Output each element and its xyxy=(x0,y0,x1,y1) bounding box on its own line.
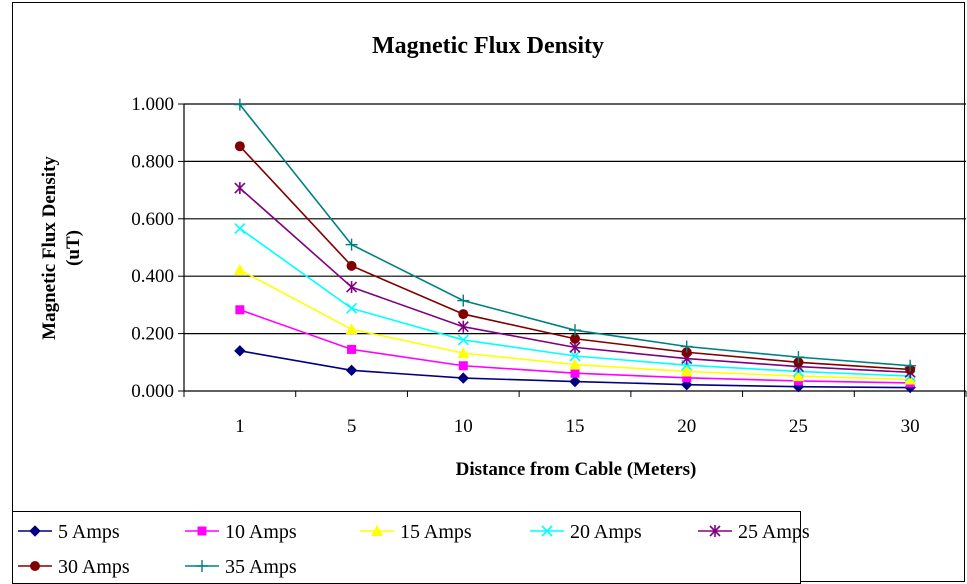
data-point-10-amps-20 xyxy=(682,373,692,383)
data-point-15-amps-20 xyxy=(680,365,693,377)
data-point-20-amps-15-b xyxy=(569,350,581,362)
legend: 5 Amps 10 Amps 15 Amps 20 Amps 25 Amps 30 Amp… xyxy=(12,511,810,584)
data-point-10-amps-1 xyxy=(235,305,245,315)
legend-label-35-amps: 35 Amps xyxy=(225,556,297,578)
legend-item-5-amps: 5 Amps xyxy=(18,521,120,543)
legend-label-5-amps: 5 Amps xyxy=(58,521,120,543)
data-point-20-amps-10 xyxy=(457,334,469,346)
data-point-20-amps-15 xyxy=(569,350,581,362)
legend-item-35-amps: 35 Amps xyxy=(185,556,297,578)
data-point-35-amps-15 xyxy=(569,324,581,337)
y-tick-label-1.000: 1.000 xyxy=(131,94,174,115)
y-tick-label-0.800: 0.800 xyxy=(131,151,174,172)
legend-marker-20-amps xyxy=(541,525,553,537)
y-axis-title-line2: (uT) xyxy=(63,230,84,266)
data-point-10-amps-15 xyxy=(570,368,580,378)
data-point-10-amps-10 xyxy=(458,361,468,371)
legend-item-15-amps: 15 Amps xyxy=(360,521,472,543)
y-tick-label-0.200: 0.200 xyxy=(131,324,174,345)
data-point-35-amps-1 xyxy=(233,98,246,111)
legend-label-15-amps: 15 Amps xyxy=(400,521,472,543)
data-point-5-amps-10 xyxy=(457,372,469,384)
legend-marker-5-amps xyxy=(29,525,41,537)
x-tick-label-20: 20 xyxy=(677,416,696,437)
series-30-amps xyxy=(234,141,916,375)
data-point-15-amps-15 xyxy=(569,358,581,370)
data-point-35-amps-20 xyxy=(680,340,693,353)
data-point-25-amps-10 xyxy=(457,320,469,333)
x-tick-label-25: 25 xyxy=(789,416,808,437)
legend-marker-30-amps xyxy=(30,561,40,571)
data-point-30-amps-10 xyxy=(458,309,469,320)
data-point-20-amps-1 xyxy=(234,222,246,235)
x-tick-label-5: 5 xyxy=(347,416,357,437)
legend-item-25-amps: 25 Amps xyxy=(698,521,810,543)
data-point-15-amps-10 xyxy=(457,347,470,359)
data-point-10-amps-5 xyxy=(347,344,357,354)
data-point-15-amps-1 xyxy=(233,263,246,275)
data-point-35-amps-10 xyxy=(457,294,470,307)
data-point-20-amps-5 xyxy=(346,302,358,314)
data-point-15-amps-30 xyxy=(904,373,917,385)
data-point-35-amps-30 xyxy=(904,359,917,372)
x-tick-label-15: 15 xyxy=(566,416,585,437)
series-15-amps xyxy=(233,263,917,385)
data-point-5-amps-1 xyxy=(234,345,246,357)
series-25-amps xyxy=(234,182,916,379)
data-point-30-amps-15 xyxy=(570,333,580,344)
y-tick-label-0.000: 0.000 xyxy=(131,381,174,402)
legend-label-20-amps: 20 Amps xyxy=(570,521,642,543)
legend-label-10-amps: 10 Amps xyxy=(225,521,297,543)
legend-marker-15-amps xyxy=(371,525,383,536)
series-20-amps xyxy=(234,222,916,382)
legend-item-30-amps: 30 Amps xyxy=(18,556,130,578)
data-point-25-amps-1 xyxy=(234,182,246,195)
series-layer xyxy=(233,98,917,394)
x-tick-label-1: 1 xyxy=(235,416,245,437)
chart-title: Magnetic Flux Density xyxy=(372,33,604,59)
legend-item-20-amps: 20 Amps xyxy=(530,521,642,543)
chart-frame xyxy=(12,2,965,582)
legend-label-25-amps: 25 Amps xyxy=(738,521,810,543)
data-point-20-amps-1-b xyxy=(234,222,246,235)
data-point-35-amps-5 xyxy=(345,238,358,251)
data-point-25-amps-5 xyxy=(346,281,358,294)
data-point-15-amps-5 xyxy=(345,323,358,335)
data-point-5-amps-15 xyxy=(569,375,581,388)
legend-marker-35-amps xyxy=(196,560,208,572)
x-tick-label-30: 30 xyxy=(901,416,920,437)
data-point-15-amps-25 xyxy=(792,370,805,382)
y-axis-title-line1: Magnetic Flux Density xyxy=(39,156,60,340)
data-point-30-amps-1 xyxy=(234,141,245,152)
data-point-35-amps-25 xyxy=(792,351,805,364)
legend-marker-10-amps xyxy=(197,526,207,536)
data-point-20-amps-10-b xyxy=(457,334,469,346)
x-tick-label-10: 10 xyxy=(454,416,473,437)
legend-label-30-amps: 30 Amps xyxy=(58,556,130,578)
legend-item-10-amps: 10 Amps xyxy=(185,521,297,543)
gridlines xyxy=(184,103,966,335)
y-tick-label-0.400: 0.400 xyxy=(131,266,174,287)
y-tick-label-0.600: 0.600 xyxy=(131,209,174,230)
data-point-20-amps-5-b xyxy=(346,302,358,314)
legend-marker-25-amps xyxy=(709,525,721,537)
series-35-amps xyxy=(233,98,917,372)
series-line-20-amps xyxy=(239,227,911,377)
data-point-30-amps-5 xyxy=(346,260,357,271)
legend-marker-20-amps-b xyxy=(541,525,553,537)
y-axis-title: Magnetic Flux Density (uT) xyxy=(39,156,84,340)
x-axis-title: Distance from Cable (Meters) xyxy=(456,459,697,480)
data-point-5-amps-5 xyxy=(345,364,358,377)
